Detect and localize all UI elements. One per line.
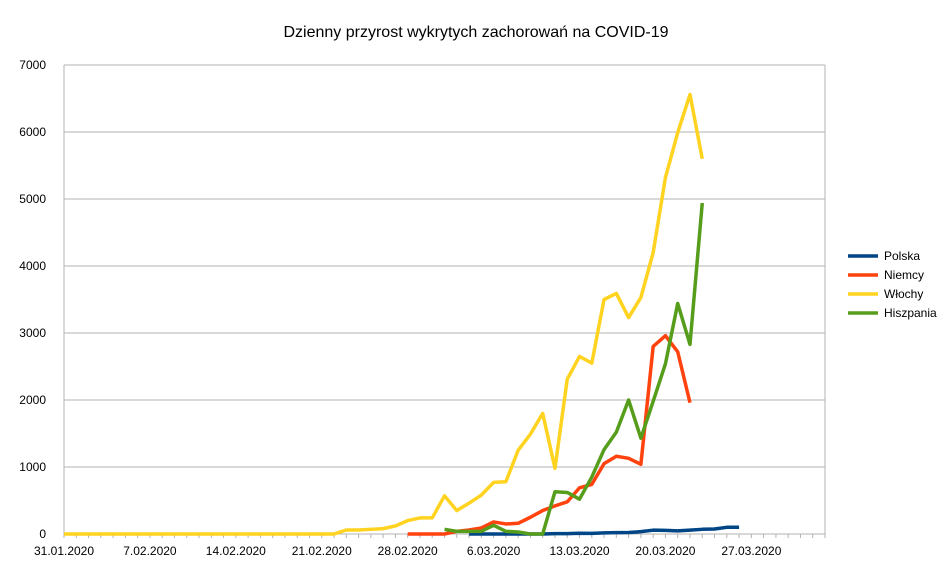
- y-tick-label: 2000: [19, 393, 46, 407]
- series-line-hiszpania: [444, 202, 705, 536]
- axes: 0 1000 2000 3000 4000 5000 6000 7000 31.01.2020 7…: [19, 58, 826, 558]
- series-line-polska: [469, 525, 740, 536]
- y-tick-label: 7000: [19, 58, 46, 72]
- y-tick-label: 3000: [19, 326, 46, 340]
- x-tick-label: 21.02.2020: [292, 544, 352, 558]
- series-line-włochy: [64, 92, 704, 536]
- x-tick-label: 28.02.2020: [378, 544, 438, 558]
- y-tick-label: 6000: [19, 125, 46, 139]
- x-tick-label: 31.01.2020: [34, 544, 94, 558]
- y-tick-label: 5000: [19, 192, 46, 206]
- x-tick-label: 7.02.2020: [123, 544, 177, 558]
- gridlines: [64, 64, 825, 535]
- x-tick-label: 13.03.2020: [549, 544, 609, 558]
- y-tick-label: 1000: [19, 460, 46, 474]
- chart-title: Dzienny przyrost wykrytych zachorowań na…: [283, 24, 668, 41]
- x-tick-label: 6.03.2020: [467, 544, 521, 558]
- legend-label: Włochy: [884, 287, 923, 301]
- x-tick-label: 27.03.2020: [721, 544, 781, 558]
- legend-label: Niemcy: [884, 268, 924, 282]
- x-tick-label: 14.02.2020: [206, 544, 266, 558]
- legend: Polska Niemcy Włochy Hiszpania: [848, 249, 937, 320]
- legend-label: Polska: [884, 249, 920, 263]
- y-tick-label: 0: [39, 527, 46, 541]
- y-tick-label: 4000: [19, 259, 46, 273]
- x-tick-label: 20.03.2020: [635, 544, 695, 558]
- legend-label: Hiszpania: [884, 306, 937, 320]
- series-lines: [64, 92, 740, 536]
